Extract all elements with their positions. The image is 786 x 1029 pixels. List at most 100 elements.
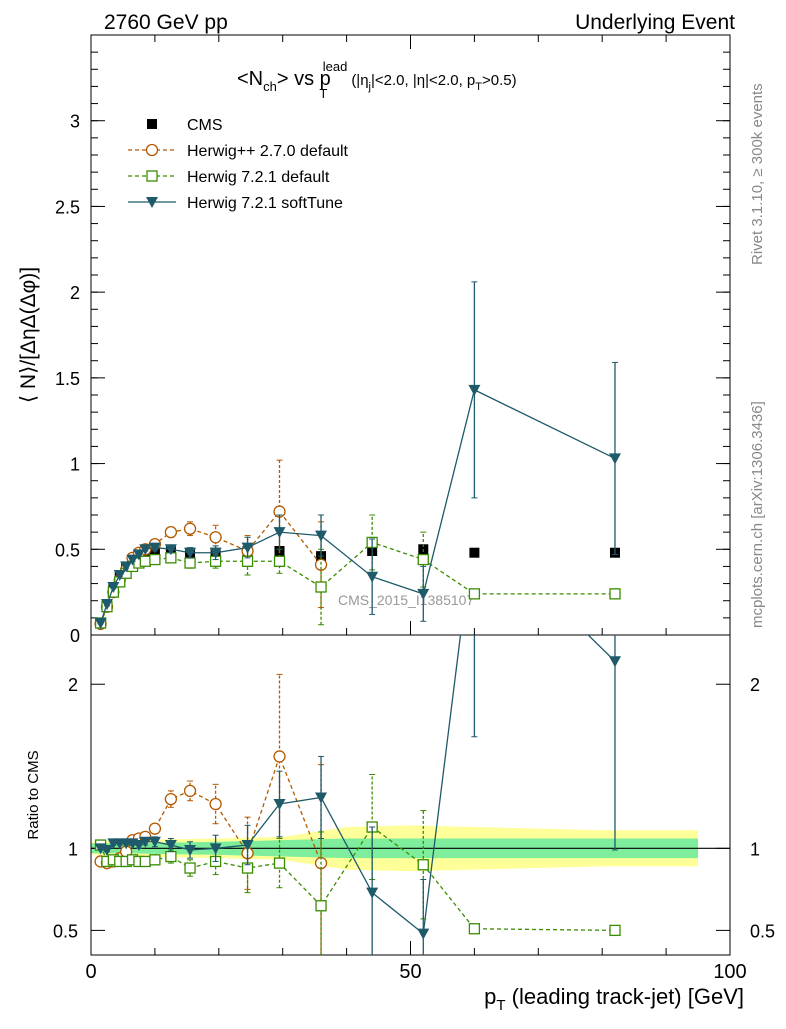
mcplots-label: mcplots.cern.ch [arXiv:1306.3436]: [749, 401, 766, 628]
ratio-ytick-label: 0.5: [53, 921, 78, 941]
ratio-point: [468, 923, 481, 935]
main-point: [126, 554, 139, 566]
ratio-point: [608, 656, 621, 668]
legend-label: Herwig 7.2.1 softTune: [187, 195, 343, 212]
main-point: [139, 555, 151, 567]
analysis-watermark: CMS_2015_I1385107: [338, 592, 474, 608]
ratio-ytick-label: 2: [68, 675, 78, 695]
legend-marker: [147, 119, 157, 129]
main-point: [132, 549, 145, 561]
ratio-point: [366, 887, 379, 899]
ratio-ytick-label-right: 0.5: [750, 921, 775, 941]
axes: 0 0.5 1 1.5 2 2.5 3 0.5 0.5 1 1 2 2 0 50 100: [53, 35, 775, 983]
ratio-point: [164, 840, 177, 852]
main-point: [113, 570, 126, 581]
header-right: Underlying Event: [575, 11, 735, 34]
ratio-ytick-label: 1: [68, 839, 78, 859]
ratio-point: [132, 840, 145, 852]
main-point: [315, 581, 327, 593]
main-point: [468, 384, 481, 396]
ratio-point: [164, 792, 178, 806]
main-point: [120, 561, 133, 573]
legend-label: Herwig++ 2.7.0 default: [187, 143, 349, 160]
main-ytick-label: 1: [70, 455, 80, 475]
ratio-point: [241, 840, 254, 852]
ratio-point: [184, 862, 196, 874]
ratio-point: [165, 850, 177, 863]
main-line: [99, 388, 616, 624]
main-point: [184, 547, 197, 559]
ratio-point: [315, 900, 327, 912]
xtick-label: 0: [85, 961, 96, 983]
ratio-series-1: [94, 773, 621, 955]
ratio-point: [273, 750, 286, 763]
main-point: [139, 544, 152, 556]
main-ytick-label: 2.5: [55, 197, 80, 217]
main-point: [94, 618, 107, 629]
main-point: [100, 599, 113, 611]
ratio-ylabel: Ratio to CMS: [25, 750, 42, 839]
legend-marker: [146, 197, 158, 208]
ratio-series-2: [94, 518, 621, 955]
ratio-point: [149, 854, 161, 866]
main-ytick-label: 1.5: [55, 369, 80, 389]
main-point: [164, 544, 177, 556]
main-series-3: [94, 281, 621, 629]
main-point: [241, 542, 254, 554]
main-point: [315, 530, 328, 542]
ratio-point: [148, 822, 162, 835]
main-series: [94, 281, 621, 631]
ratio-point: [209, 797, 222, 811]
main-point: [608, 453, 621, 465]
plot-title: <Nch> vs plead T(|ηj|<2.0, |η|<2.0, pT>0.…: [237, 59, 517, 101]
main-point: [417, 588, 430, 600]
ratio-point: [100, 844, 113, 856]
ratio-point: [183, 784, 197, 798]
ratio-point: [273, 857, 286, 869]
main-point: [609, 588, 621, 600]
ratio-ytick-label-right: 1: [750, 839, 760, 859]
xtick-label: 100: [713, 961, 746, 983]
xtick-label: 50: [399, 961, 421, 983]
ratio-point: [417, 859, 429, 871]
main-ytick-label: 2: [70, 283, 80, 303]
main-line: [99, 541, 615, 624]
main-ytick-label: 3: [70, 112, 80, 132]
main-point: [209, 531, 222, 544]
ratio-point: [184, 844, 197, 856]
legend-marker: [145, 143, 159, 157]
ratio-point: [139, 836, 152, 848]
main-point: [468, 588, 481, 600]
main-ytick-label: 0: [70, 626, 80, 646]
ratio-point: [209, 843, 222, 855]
ratio-line: [100, 635, 616, 935]
ratio-point: [273, 799, 286, 811]
legend-label: CMS: [187, 117, 223, 134]
main-point: [469, 547, 480, 558]
main-ytick-label: 0.5: [55, 540, 80, 560]
header-left: 2760 GeV pp: [104, 11, 228, 34]
main-point: [184, 557, 196, 569]
legend-label: Herwig 7.2.1 default: [187, 169, 330, 186]
main-point: [366, 571, 379, 583]
main-point: [149, 553, 161, 566]
main-point: [183, 522, 197, 535]
main-point: [107, 582, 120, 593]
ratio-point: [139, 855, 151, 868]
ratio-point: [417, 928, 430, 940]
ratio-ytick-label-right: 2: [750, 675, 760, 695]
ratio-point: [315, 792, 328, 804]
main-point: [209, 547, 222, 559]
ratio-point: [148, 836, 161, 848]
main-point: [273, 527, 286, 539]
legend: CMS Herwig++ 2.7.0 default Herwig 7.2.1 de…: [128, 117, 349, 212]
main-point: [164, 525, 178, 539]
ratio-point: [609, 924, 621, 937]
ratio-point: [468, 518, 480, 529]
main-point: [148, 542, 161, 554]
x-axis-label: pT (leading track-jet) [GeV]: [484, 984, 744, 1014]
rivet-label: Rivet 3.1.10, ≥ 300k events: [749, 83, 766, 265]
main-point: [273, 555, 286, 567]
main-ylabel: ⟨ N⟩/[ΔηΔ(Δφ)]: [17, 267, 40, 403]
